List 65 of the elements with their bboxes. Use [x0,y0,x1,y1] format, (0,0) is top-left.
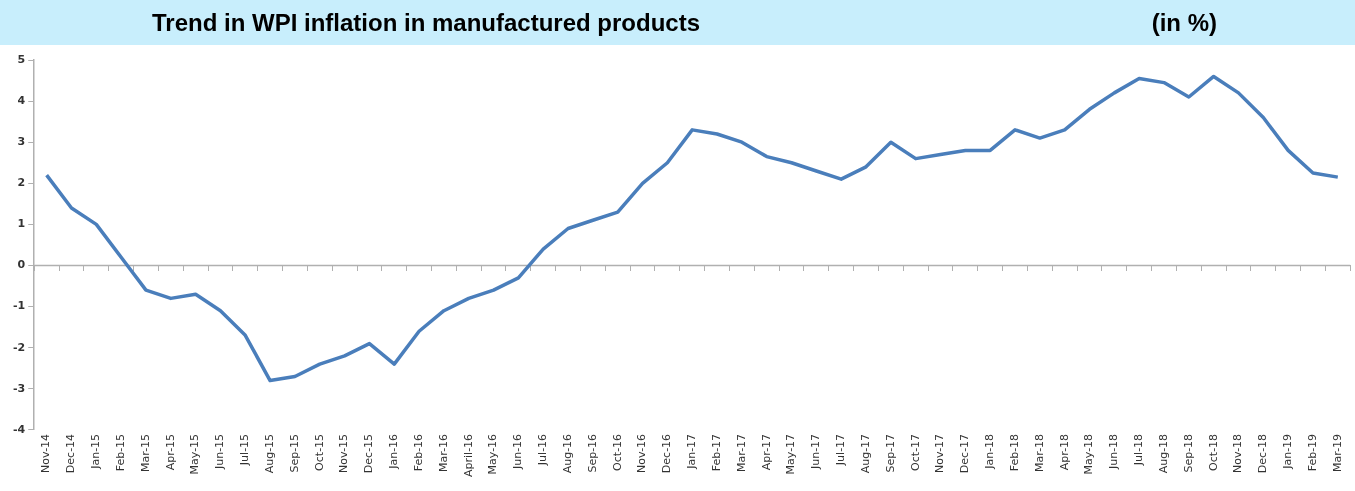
y-tick-label: 5 [17,52,26,66]
x-tick-label: May-15 [188,433,202,475]
x-tick-label: Mar-19 [1330,433,1344,472]
x-tick-label: Nov-14 [39,433,53,474]
x-tick-label: Dec-16 [660,433,674,474]
x-tick-label: Nov-16 [635,433,649,474]
x-tick-label: Sep-17 [883,433,897,473]
x-tick-label: Jun-17 [809,433,823,471]
x-tick-label: May-18 [1082,433,1096,475]
x-tick-label: Jun-18 [1107,433,1121,471]
y-tick-label: -1 [12,299,26,313]
x-tick-label: Jan-18 [983,433,997,470]
x-tick-label: April-16 [461,433,475,477]
x-tick-label: Sep-16 [585,433,599,473]
x-tick-label: Dec-18 [1256,433,1270,474]
x-tick-label: Jan-19 [1281,433,1294,470]
x-tick-label: Apr-17 [759,433,773,471]
x-tick-label: Feb-19 [1305,433,1319,472]
x-tick-label: Jun-15 [213,433,227,471]
x-tick-label: Mar-17 [734,433,748,472]
x-tick-label: May-16 [486,433,500,475]
x-tick-label: May-17 [784,433,798,475]
y-tick-label: 2 [17,176,26,190]
x-tick-label: Oct-18 [1206,433,1220,471]
x-tick-label: Jan-17 [685,433,699,470]
y-tick-label: 3 [17,135,26,149]
chart-title: Trend in WPI inflation in manufactured products [152,8,701,37]
x-tick-label: Jul-16 [536,433,550,467]
x-tick-label: Dec-14 [64,433,78,474]
x-tick-label: Aug-17 [858,433,872,474]
x-tick-label: Dec-17 [958,433,972,474]
x-tick-label: Feb-18 [1007,433,1021,472]
x-tick-label: Jan-15 [89,433,103,470]
x-tick-label: Jul-15 [238,433,252,467]
chart-subtitle: (in %) [1151,8,1217,37]
x-tick-label: Nov-17 [933,433,947,474]
x-tick-label: Feb-16 [411,433,425,472]
y-tick-label: -3 [12,381,26,395]
x-tick-label: Jul-17 [834,433,848,467]
y-tick-label: -4 [12,422,26,436]
x-tick-label: Mar-18 [1032,433,1046,472]
x-tick-label: Sep-15 [287,433,301,473]
y-tick-label: 4 [17,93,26,107]
x-tick-label: Oct-17 [908,433,922,471]
x-tick-label: Jul-18 [1132,433,1146,467]
x-tick-label: Jan-16 [387,433,401,470]
x-tick-label: Feb-15 [113,433,127,472]
x-tick-label: Aug-16 [560,433,574,474]
x-tick-label: Dec-15 [362,433,376,474]
x-tick-label: Mar-15 [138,433,152,472]
x-tick-label: Apr-18 [1057,433,1071,471]
x-tick-label: Sep-18 [1181,433,1195,473]
x-tick-label: Oct-15 [312,433,326,471]
x-tick-label: Oct-16 [610,433,624,471]
y-tick-label: -2 [12,340,26,354]
x-tick-label: Jun-16 [511,433,525,471]
x-tick-label: Feb-17 [709,433,723,472]
x-tick-label: Apr-15 [163,433,177,471]
x-tick-label: Aug-18 [1156,433,1170,474]
y-tick-label: 0 [17,258,26,272]
x-tick-label: Nov-18 [1231,433,1245,474]
x-tick-label: Mar-16 [436,433,450,472]
x-tick-label: Aug-15 [262,433,276,474]
y-tick-label: 1 [17,217,26,231]
x-tick-label: Nov-15 [337,433,351,474]
